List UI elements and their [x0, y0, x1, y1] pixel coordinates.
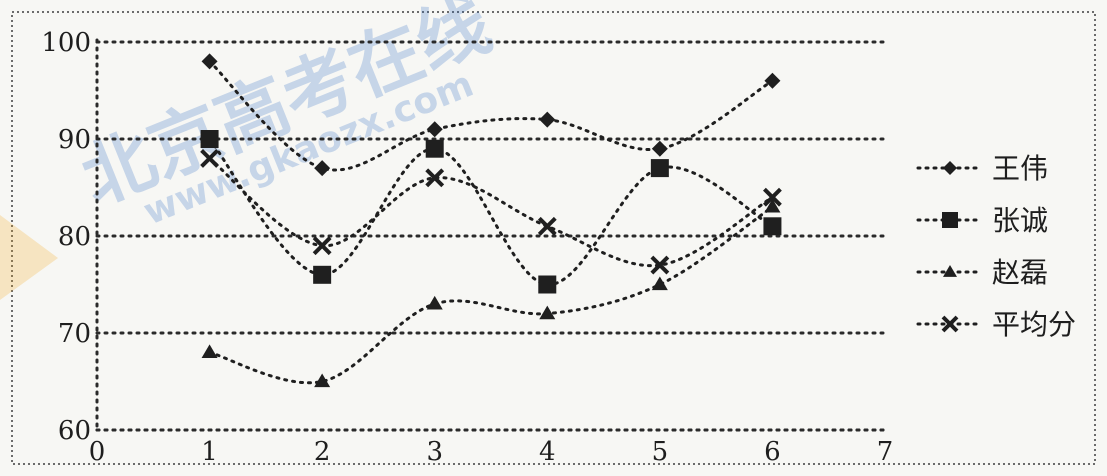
x-tick-label: 4 [539, 437, 556, 467]
series-1-point [426, 121, 443, 138]
x-tick-label: 7 [877, 437, 894, 467]
series-4-point [312, 236, 332, 256]
axes: 60 70 80 90 100 0 1 2 3 4 5 6 7 [41, 28, 893, 467]
x-tick-label: 1 [201, 437, 218, 467]
x-tick-label: 6 [764, 437, 781, 467]
series-3-point [539, 305, 556, 320]
series-1-point [764, 72, 781, 89]
series-3-point [764, 198, 781, 213]
series-4-point [763, 187, 782, 207]
series-1-point [201, 53, 218, 70]
series-2-point [763, 217, 782, 236]
y-tick-label: 90 [58, 125, 91, 155]
series-4-point [650, 255, 670, 275]
series-3-line [208, 205, 774, 385]
series-3-point [201, 344, 218, 358]
series-3-point [651, 276, 668, 291]
series-1-point [539, 111, 556, 128]
series-4-point-stroke-b [537, 216, 557, 236]
legend-swatch-marker [943, 265, 957, 277]
x-tick-label: 3 [426, 437, 443, 467]
legend-label: 王伟 [992, 152, 1048, 185]
series-2-point [425, 139, 444, 158]
x-tick-label: 0 [89, 437, 106, 467]
gridlines [95, 40, 887, 432]
series-3-point [314, 373, 331, 388]
legend-item-2: 张诚 [916, 204, 1048, 237]
series-4-point-stroke-b [425, 168, 445, 188]
watermark-logo-shape [0, 215, 58, 300]
series-4-point-stroke-b [312, 236, 332, 256]
y-tick-label: 80 [58, 222, 91, 252]
series-2 [200, 130, 782, 294]
x-tick-label: 2 [314, 437, 331, 467]
series-1-point [651, 140, 668, 157]
series-4 [200, 148, 782, 275]
legend-swatch-marker [943, 161, 957, 175]
y-tick-label: 100 [41, 28, 91, 58]
y-tick-label: 60 [58, 416, 91, 446]
legend-label: 平均分 [992, 308, 1076, 341]
legend-item-1: 王伟 [916, 152, 1048, 185]
x-tick-label: 5 [652, 437, 669, 467]
series-2-point [313, 265, 332, 284]
legend-item-3: 赵磊 [916, 256, 1048, 289]
series-2-point [650, 159, 669, 178]
series-3-point [426, 295, 443, 310]
series-4-point [425, 168, 445, 188]
legend-swatch-marker [942, 212, 958, 228]
y-tick-label: 70 [58, 319, 91, 349]
legend-item-4: 平均分 [916, 308, 1076, 341]
series-2-point [538, 275, 557, 294]
series-4-point-stroke-b [200, 148, 219, 168]
series-4-point-stroke-b [650, 255, 670, 275]
series-layer [200, 53, 782, 388]
series-1-line [208, 59, 774, 172]
series-4-point [537, 216, 557, 236]
series-1-point [314, 160, 331, 177]
series-4-point [200, 148, 219, 168]
legend-swatch-marker-stroke-b [941, 315, 959, 333]
series-3 [201, 198, 781, 388]
series-1 [201, 53, 781, 177]
legend-label: 张诚 [992, 204, 1048, 237]
chart-border [11, 11, 1096, 465]
series-4-point-stroke-b [763, 187, 782, 207]
series-4-line [208, 156, 774, 268]
legend-swatch-marker [941, 315, 959, 333]
legend-label: 赵磊 [992, 256, 1048, 289]
series-2-point [200, 130, 219, 148]
